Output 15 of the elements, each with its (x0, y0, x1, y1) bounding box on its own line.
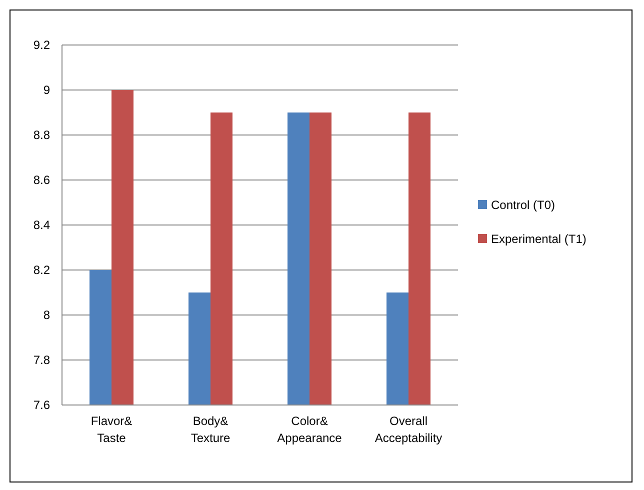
y-tick-label: 7.6 (33, 398, 50, 412)
x-tick-label: Body& Texture (190, 414, 230, 445)
y-tick-label: 9 (43, 83, 50, 98)
y-tick-label: 7.8 (33, 353, 50, 368)
x-tick-label: Color& Appearance (277, 414, 342, 445)
y-tick-label: 9.2 (33, 38, 50, 52)
x-tick-label: Flavor& Taste (90, 414, 132, 445)
y-tick-label: 8.2 (33, 263, 50, 278)
legend-label: Control (T0) (491, 198, 556, 212)
y-tick-label: 8.8 (33, 128, 50, 142)
y-tick-label: 8.4 (33, 218, 50, 232)
legend-label: Experimental (T1) (491, 232, 586, 246)
x-tick-label: Overall Acceptability (374, 414, 442, 445)
y-tick-label: 8.6 (33, 173, 50, 188)
y-tick-label: 8 (43, 308, 50, 322)
